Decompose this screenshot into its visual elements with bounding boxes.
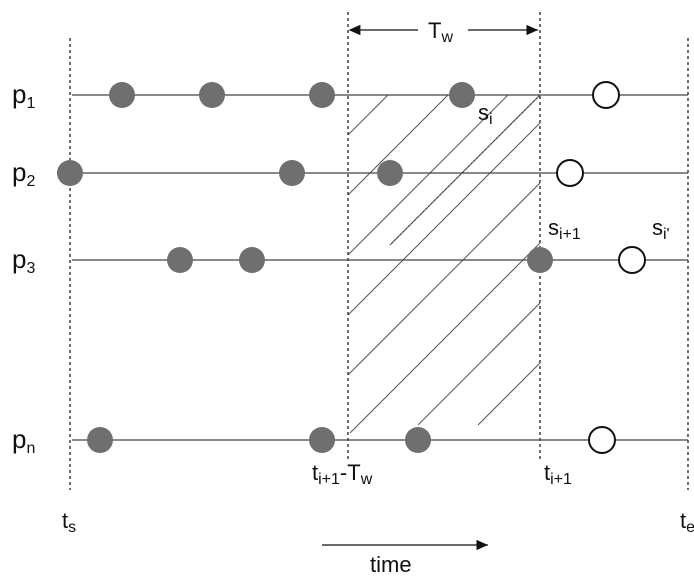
event-filled-p2-0 [57,160,83,186]
te-label: te [680,508,694,536]
event-filled-p3-0 [167,247,193,273]
ti1-label: ti+1 [544,460,572,488]
event-filled-pn-2 [405,427,431,453]
event-filled-p1-0 [109,82,135,108]
event-open-p2-0 [556,159,584,187]
process-label-p2: p2 [12,157,35,190]
tw-label: Tw [428,18,453,46]
event-filled-p1-3 [449,82,475,108]
process-label-p1: p1 [12,79,35,112]
event-open-p1-0 [592,81,620,109]
event-filled-p3-2 [527,247,553,273]
window-hatch [348,95,540,434]
ts-label: ts [62,508,76,536]
event-filled-p1-2 [309,82,335,108]
s-i-label: si [478,100,493,128]
s-i1-label: si+1 [548,215,581,243]
time-label: time [370,552,412,577]
event-filled-pn-1 [309,427,335,453]
event-filled-pn-0 [87,427,113,453]
process-label-pn: pn [12,424,35,457]
window-diagonal-edge [389,94,541,246]
event-open-pn-0 [588,426,616,454]
ti1-minus-tw-label: ti+1-Tw [312,460,373,488]
s-iprime-label: si' [652,215,670,243]
event-filled-p2-2 [377,160,403,186]
event-open-p3-0 [618,246,646,274]
event-filled-p1-1 [199,82,225,108]
process-label-p3: p3 [12,244,35,277]
event-filled-p3-1 [239,247,265,273]
event-filled-p2-1 [279,160,305,186]
